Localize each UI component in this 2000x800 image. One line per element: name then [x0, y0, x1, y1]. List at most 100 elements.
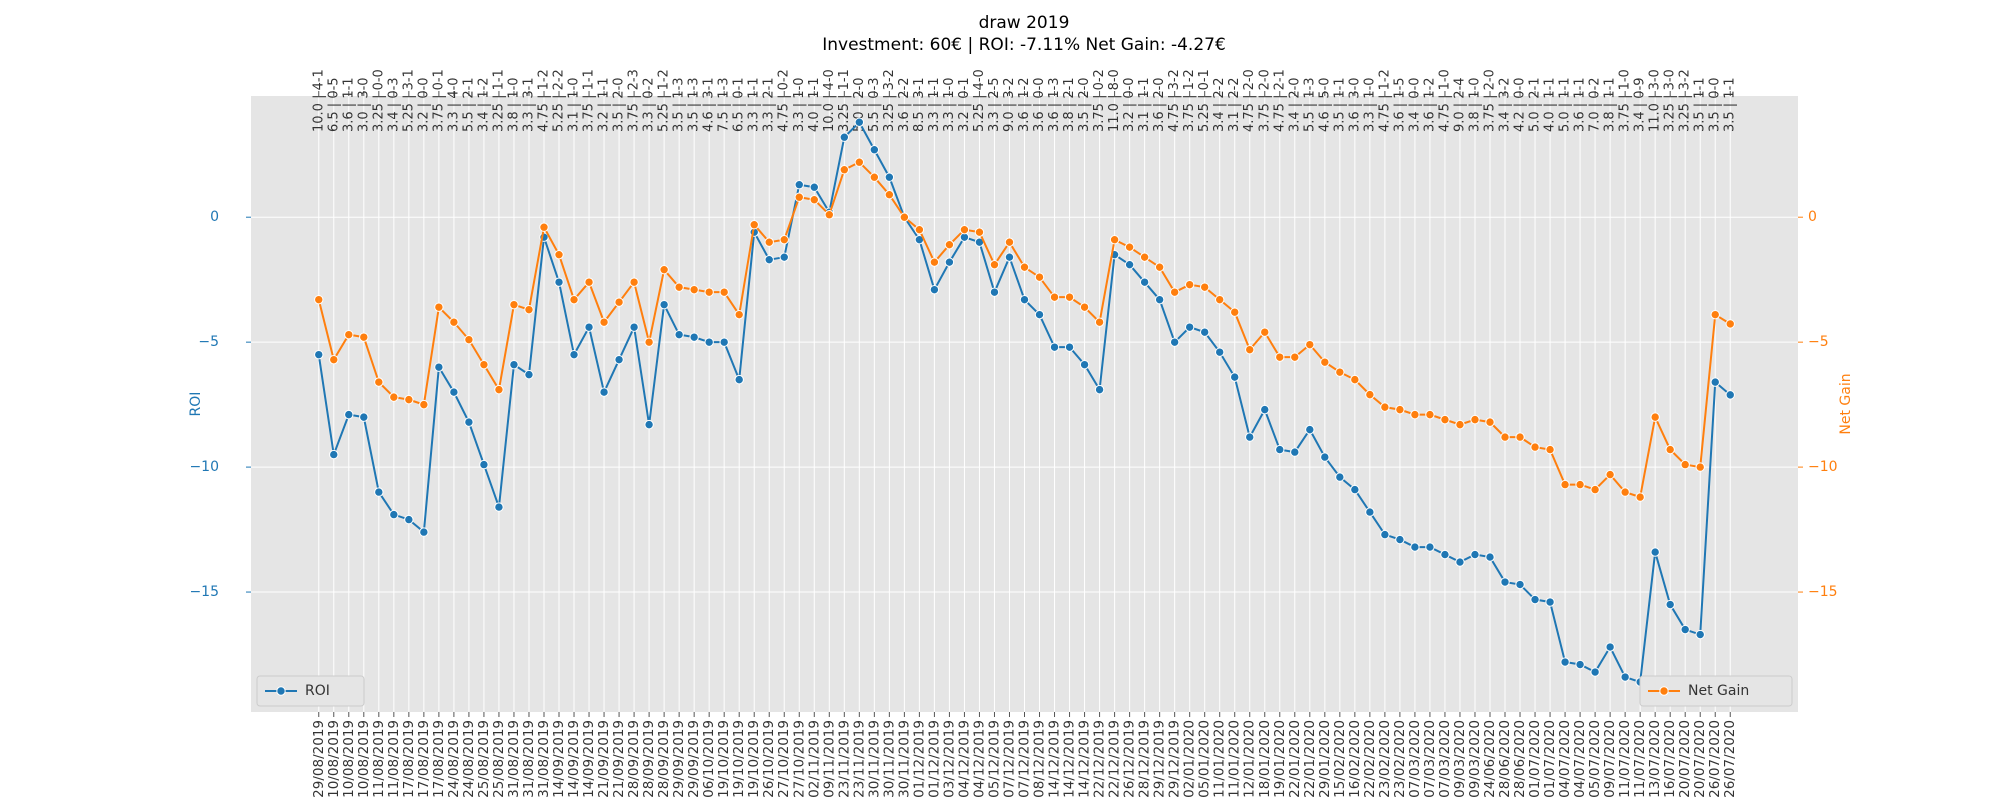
point [1530, 594, 1540, 605]
x-tick-label: 28/06/2020 [1497, 720, 1513, 798]
point [794, 192, 804, 202]
x2-tick-label: 5.0 | 2-0 [852, 77, 867, 132]
point [974, 227, 985, 237]
point [374, 487, 384, 497]
x-tick-label: 28/09/2019 [626, 720, 642, 798]
point [1620, 487, 1630, 497]
x-tick-label: 19/10/2019 [731, 720, 747, 798]
point [434, 362, 444, 372]
x-tick-label: 14/12/2019 [1047, 720, 1063, 798]
point [929, 284, 940, 295]
point [1230, 372, 1240, 382]
point [869, 145, 880, 155]
x-tick-label: 24/08/2019 [446, 720, 462, 798]
point [389, 509, 399, 520]
x2-tick-label: 3.6 | 2-2 [897, 77, 912, 132]
point [1455, 557, 1465, 567]
x2-tick-label: 4.75 | 2-1 [1272, 69, 1287, 132]
point [389, 392, 399, 402]
x2-tick-label: 3.8 | 2-1 [1062, 77, 1077, 132]
point [1320, 452, 1330, 462]
x-tick-label: 29/09/2019 [686, 720, 702, 798]
point [1410, 409, 1420, 420]
point [719, 287, 729, 297]
x2-tick-label: 3.6 | 1-5 [1392, 77, 1407, 132]
x-tick-label: 26/12/2019 [1122, 720, 1138, 798]
point [374, 377, 384, 387]
x2-tick-label: 3.4 | 0-0 [1407, 77, 1422, 132]
x2-tick-label: 3.3 | 2-1 [762, 77, 777, 132]
x2-tick-label: 3.6 | 1-1 [341, 77, 356, 132]
point [764, 254, 774, 265]
x-tick-label: 23/11/2019 [836, 720, 852, 798]
point [524, 369, 534, 380]
x-tick-label: 29/12/2019 [1152, 720, 1168, 798]
point [1124, 259, 1135, 270]
x2-tick-label: 5.25 | 4-0 [972, 69, 987, 132]
x2-tick-label: 3.5 | 2-0 [1077, 77, 1092, 132]
x-tick-label: 30/11/2019 [896, 720, 912, 798]
x-tick-label: 18/01/2020 [1257, 720, 1273, 798]
point [1590, 667, 1600, 677]
point [779, 252, 789, 262]
x-tick-label: 11/07/2020 [1617, 720, 1633, 798]
point [1019, 262, 1030, 272]
point [1575, 479, 1585, 490]
x-tick-label: 21/09/2019 [611, 720, 627, 798]
x2-tick-label: 9.0 | 2-4 [1452, 77, 1467, 132]
point [1605, 469, 1615, 480]
point [629, 322, 639, 332]
point [1485, 552, 1495, 562]
x-tick-label: 27/10/2019 [776, 720, 792, 798]
x2-tick-label: 3.75 | 2-0 [1257, 69, 1272, 132]
point [494, 384, 504, 395]
point [1169, 337, 1180, 347]
point [1710, 309, 1720, 320]
x2-tick-label: 3.6 | 1-2 [1017, 77, 1032, 132]
x-tick-label: 04/07/2020 [1557, 720, 1573, 798]
point [1710, 377, 1720, 387]
x2-tick-label: 3.0 | 3-0 [356, 77, 371, 132]
point [464, 417, 474, 427]
point [314, 294, 324, 305]
point [1650, 412, 1660, 422]
x2-tick-label: 3.4 | 0-9 [1633, 77, 1648, 132]
x-tick-label: 26/10/2019 [761, 720, 777, 798]
x-tick-label: 13/07/2020 [1647, 720, 1663, 798]
x-tick-label: 04/12/2019 [971, 720, 987, 798]
point [1290, 447, 1300, 457]
x2-tick-label: 9.0 | 3-2 [1002, 77, 1017, 132]
x2-tick-label: 5.5 | 2-1 [461, 77, 476, 132]
x-tick-label: 31/08/2019 [536, 720, 552, 798]
point [1109, 234, 1120, 245]
point [914, 224, 925, 235]
point [1215, 347, 1225, 357]
point [1650, 547, 1660, 557]
x2-tick-label: 3.3 | 2-5 [987, 77, 1002, 132]
point [1275, 444, 1285, 455]
point [1500, 577, 1510, 587]
x2-tick-label: 3.1 | 2-2 [1227, 77, 1242, 132]
x-tick-label: 24/08/2019 [461, 720, 477, 798]
x2-tick-label: 5.25 | 3-1 [401, 69, 416, 132]
x-tick-label: 11/08/2019 [371, 720, 387, 798]
x-tick-label: 15/02/2020 [1332, 720, 1348, 798]
x-tick-label: 29/09/2019 [671, 720, 687, 798]
point [1019, 294, 1030, 305]
x-tick-label: 21/09/2019 [596, 720, 612, 798]
point [734, 309, 744, 320]
x2-tick-label: 3.3 | 4-0 [446, 77, 461, 132]
x-tick-label: 04/12/2019 [956, 720, 972, 798]
x-tick-label: 06/10/2019 [701, 720, 717, 798]
x2-tick-label: 3.1 | 1-1 [1137, 77, 1152, 132]
x-tick-label: 09/03/2020 [1467, 720, 1483, 798]
x-tick-label: 07/12/2019 [1001, 720, 1017, 798]
x2-tick-label: 5.25 | 2-2 [552, 69, 567, 132]
x2-tick-label: 4.6 | 3-1 [702, 77, 717, 132]
x2-tick-label: 3.5 | 0-0 [1708, 77, 1723, 132]
x-tick-label: 14/12/2019 [1062, 720, 1078, 798]
point [1064, 342, 1075, 352]
x2-tick-label: 3.25 | 3-2 [882, 69, 897, 132]
point [629, 277, 639, 287]
